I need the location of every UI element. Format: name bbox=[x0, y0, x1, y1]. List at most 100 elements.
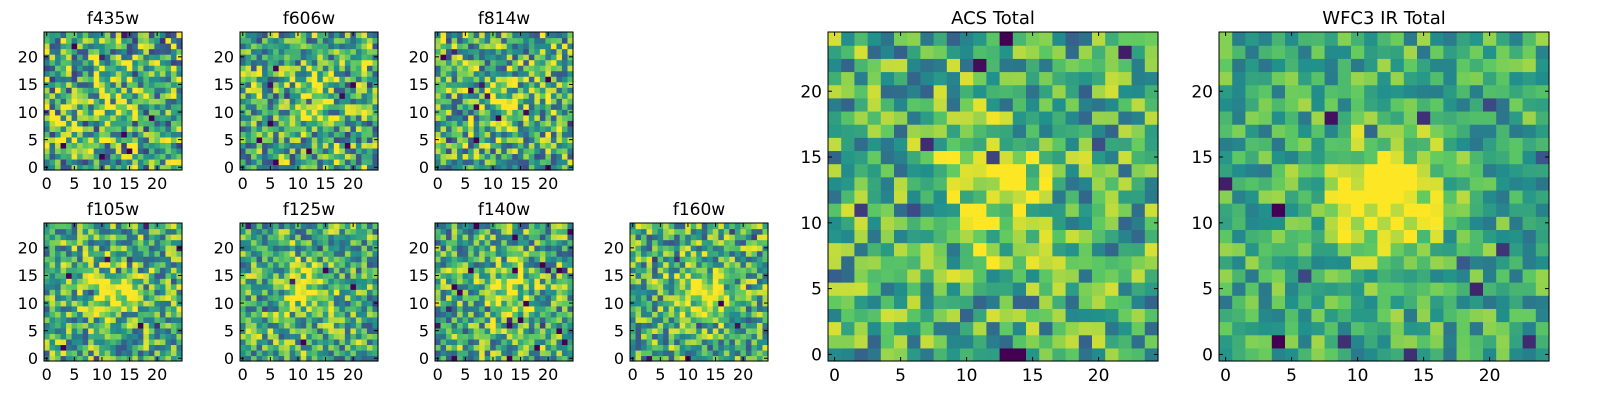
image-pixel bbox=[165, 153, 171, 159]
image-pixel bbox=[724, 300, 730, 306]
image-pixel bbox=[507, 65, 513, 71]
image-pixel bbox=[1000, 308, 1014, 322]
image-pixel bbox=[116, 65, 122, 71]
image-pixel bbox=[636, 284, 642, 290]
image-pixel bbox=[562, 137, 568, 143]
image-pixel bbox=[485, 344, 491, 350]
image-pixel bbox=[328, 38, 334, 44]
image-pixel bbox=[441, 267, 447, 273]
image-pixel bbox=[66, 300, 72, 306]
image-pixel bbox=[551, 240, 557, 246]
image-pixel bbox=[72, 284, 78, 290]
image-pixel bbox=[534, 223, 540, 229]
image-pixel bbox=[1013, 322, 1027, 336]
image-pixel bbox=[556, 245, 562, 251]
image-pixel bbox=[1052, 190, 1066, 204]
image-pixel bbox=[361, 98, 367, 104]
image-pixel bbox=[257, 267, 263, 273]
image-pixel bbox=[356, 229, 362, 235]
image-pixel bbox=[641, 300, 647, 306]
image-pixel bbox=[295, 148, 301, 154]
image-pixel bbox=[534, 262, 540, 268]
image-pixel bbox=[273, 278, 279, 284]
image-pixel bbox=[652, 234, 658, 240]
image-pixel bbox=[485, 333, 491, 339]
image-pixel bbox=[328, 234, 334, 240]
image-pixel bbox=[279, 322, 285, 328]
image-pixel bbox=[1013, 229, 1027, 243]
image-pixel bbox=[273, 142, 279, 148]
image-pixel bbox=[251, 251, 257, 257]
image-pixel bbox=[757, 267, 763, 273]
image-pixel bbox=[1000, 322, 1014, 336]
image-pixel bbox=[105, 344, 111, 350]
image-pixel bbox=[551, 115, 557, 121]
image-pixel bbox=[132, 333, 138, 339]
image-pixel bbox=[457, 306, 463, 312]
image-pixel bbox=[457, 148, 463, 154]
image-pixel bbox=[729, 350, 735, 356]
image-pixel bbox=[685, 278, 691, 284]
image-pixel bbox=[165, 251, 171, 257]
image-pixel bbox=[973, 256, 987, 270]
image-pixel bbox=[50, 333, 56, 339]
image-pixel bbox=[72, 339, 78, 345]
image-pixel bbox=[132, 300, 138, 306]
image-pixel bbox=[702, 300, 708, 306]
image-pixel bbox=[317, 137, 323, 143]
image-pixel bbox=[512, 38, 518, 44]
image-pixel bbox=[312, 289, 318, 295]
image-pixel bbox=[127, 278, 133, 284]
image-pixel bbox=[658, 328, 664, 334]
image-pixel bbox=[328, 262, 334, 268]
image-pixel bbox=[44, 251, 50, 257]
image-pixel bbox=[367, 109, 373, 115]
image-pixel bbox=[83, 159, 89, 165]
image-pixel bbox=[685, 300, 691, 306]
image-pixel bbox=[746, 262, 752, 268]
image-pixel bbox=[257, 98, 263, 104]
image-pixel bbox=[290, 148, 296, 154]
image-pixel bbox=[934, 256, 948, 270]
image-pixel bbox=[149, 137, 155, 143]
image-pixel bbox=[328, 273, 334, 279]
image-pixel bbox=[551, 306, 557, 312]
image-pixel bbox=[907, 164, 921, 178]
image-pixel bbox=[160, 311, 166, 317]
image-pixel bbox=[268, 65, 274, 71]
image-pixel bbox=[143, 289, 149, 295]
image-pixel bbox=[512, 289, 518, 295]
image-pixel bbox=[973, 322, 987, 336]
image-pixel bbox=[295, 54, 301, 60]
image-pixel bbox=[257, 311, 263, 317]
x-tick-label: 15 bbox=[315, 365, 335, 384]
image-pixel bbox=[306, 251, 312, 257]
x-tick-label: 15 bbox=[315, 174, 335, 193]
image-pixel bbox=[724, 267, 730, 273]
image-pixel bbox=[323, 251, 329, 257]
image-pixel bbox=[262, 240, 268, 246]
image-pixel bbox=[312, 229, 318, 235]
image-pixel bbox=[446, 295, 452, 301]
image-pixel bbox=[1118, 282, 1132, 296]
image-pixel bbox=[312, 104, 318, 110]
image-pixel bbox=[468, 311, 474, 317]
image-pixel bbox=[154, 322, 160, 328]
image-pixel bbox=[240, 98, 246, 104]
image-pixel bbox=[441, 82, 447, 88]
image-pixel bbox=[523, 289, 529, 295]
image-pixel bbox=[143, 234, 149, 240]
image-pixel bbox=[334, 295, 340, 301]
image-pixel bbox=[306, 104, 312, 110]
image-pixel bbox=[490, 295, 496, 301]
image-pixel bbox=[652, 306, 658, 312]
image-pixel bbox=[268, 295, 274, 301]
image-pixel bbox=[165, 289, 171, 295]
image-pixel bbox=[72, 333, 78, 339]
image-pixel bbox=[116, 120, 122, 126]
image-pixel bbox=[556, 256, 562, 262]
image-pixel bbox=[257, 234, 263, 240]
image-pixel bbox=[474, 317, 480, 323]
image-pixel bbox=[452, 71, 458, 77]
image-pixel bbox=[757, 317, 763, 323]
